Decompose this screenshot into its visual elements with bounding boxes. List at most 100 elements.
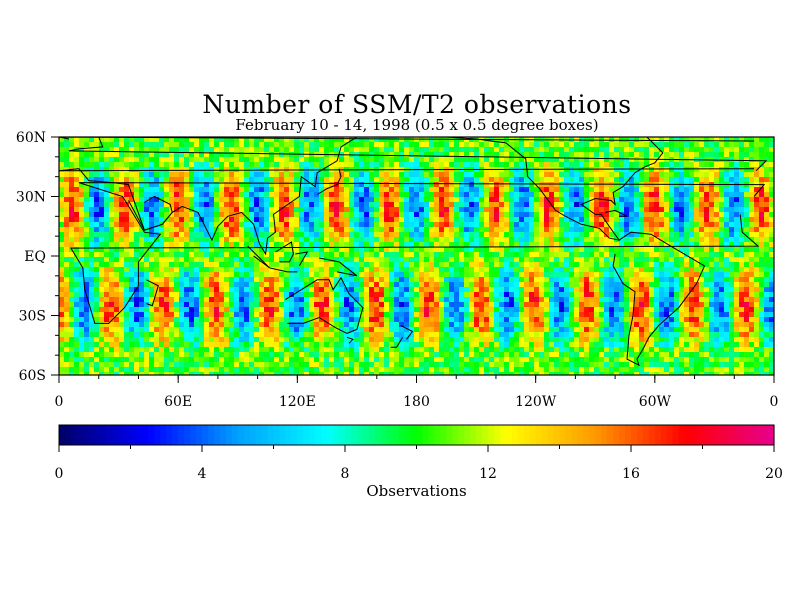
heat-cell [519, 267, 525, 273]
heat-cell [634, 297, 640, 303]
heat-cell [274, 152, 280, 158]
heat-cell [719, 212, 725, 218]
heat-cell [324, 197, 330, 203]
heat-cell [234, 217, 240, 223]
heat-cell [569, 292, 575, 298]
heat-cell [359, 302, 365, 308]
heat-cell [459, 202, 465, 208]
heat-cell [284, 237, 290, 243]
heat-cell [179, 162, 185, 168]
heat-cell [284, 272, 290, 278]
heat-cell [484, 282, 490, 288]
heat-cell [614, 307, 620, 313]
heat-cell [314, 212, 320, 218]
heat-cell [564, 282, 570, 288]
heat-cell [79, 247, 85, 253]
heat-cell [484, 262, 490, 268]
heat-cell [259, 237, 265, 243]
heat-cell [279, 277, 285, 283]
heat-cell [464, 212, 470, 218]
heat-cell [284, 207, 290, 213]
heat-cell [259, 222, 265, 228]
heat-cell [159, 227, 165, 233]
heat-cell [214, 177, 220, 183]
heat-cell [609, 172, 615, 178]
heat-cell [249, 252, 255, 258]
heat-cell [654, 172, 660, 178]
heat-cell [654, 177, 660, 183]
heat-cell [364, 257, 370, 263]
heat-cell [664, 227, 670, 233]
heat-cell [649, 247, 655, 253]
heat-cell [79, 182, 85, 188]
heat-cell [134, 277, 140, 283]
heat-cell [599, 142, 605, 148]
heat-cell [664, 142, 670, 148]
heat-cell [389, 177, 395, 183]
heat-cell [104, 307, 110, 313]
heat-cell [744, 232, 750, 238]
heat-cell [249, 162, 255, 168]
heat-cell [194, 262, 200, 268]
heat-cell [404, 262, 410, 268]
heat-cell [649, 212, 655, 218]
heat-cell [369, 187, 375, 193]
heat-cell [224, 192, 230, 198]
heat-cell [129, 142, 135, 148]
heat-cell [499, 302, 505, 308]
heat-cell [669, 297, 675, 303]
heat-cell [689, 142, 695, 148]
heat-cell [619, 282, 625, 288]
heat-cell [574, 217, 580, 223]
heat-cell [559, 252, 565, 258]
heat-cell [554, 222, 560, 228]
heat-cell [694, 257, 700, 263]
heat-cell [489, 162, 495, 168]
heat-cell [554, 237, 560, 243]
heat-cell [339, 247, 345, 253]
heat-cell [189, 292, 195, 298]
heat-cell [284, 282, 290, 288]
heat-cell [124, 217, 130, 223]
heat-cell [644, 227, 650, 233]
heat-cell [154, 162, 160, 168]
heat-cell [574, 282, 580, 288]
heat-cell [644, 302, 650, 308]
heat-cell [399, 217, 405, 223]
heat-cell [289, 157, 295, 163]
heat-cell [169, 242, 175, 248]
heat-cell [599, 267, 605, 273]
heat-cell [494, 297, 500, 303]
heat-cell [139, 167, 145, 173]
heat-cell [309, 252, 315, 258]
heat-cell [219, 187, 225, 193]
heat-cell [654, 217, 660, 223]
heat-cell [454, 287, 460, 293]
heat-cell [199, 192, 205, 198]
heat-cell [544, 252, 550, 258]
heat-cell [694, 147, 700, 153]
heat-cell [74, 242, 80, 248]
heat-cell [539, 257, 545, 263]
heat-cell [134, 252, 140, 258]
heat-cell [694, 152, 700, 158]
heat-cell [174, 197, 180, 203]
heat-cell [639, 217, 645, 223]
heat-cell [344, 237, 350, 243]
heat-cell [209, 272, 215, 278]
heat-cell [769, 172, 774, 178]
heat-cell [639, 287, 645, 293]
heat-cell [444, 287, 450, 293]
heat-cell [629, 247, 635, 253]
heat-cell [479, 262, 485, 268]
heat-cell [439, 272, 445, 278]
heat-cell [619, 262, 625, 268]
heat-cell [399, 222, 405, 228]
heat-cell [334, 212, 340, 218]
heat-cell [509, 242, 515, 248]
heat-cell [344, 207, 350, 213]
heat-cell [219, 137, 225, 143]
heat-cell [734, 192, 740, 198]
heat-cell [309, 232, 315, 238]
heat-cell [509, 192, 515, 198]
